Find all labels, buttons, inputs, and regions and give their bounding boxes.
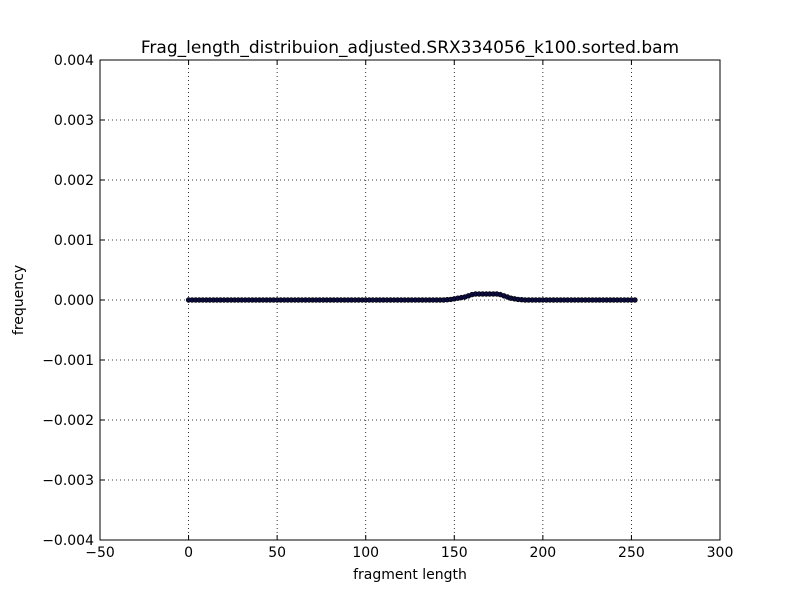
x-tick-label: 300 [707,545,734,561]
y-axis-label: frequency [11,265,27,335]
y-tick-label: 0.004 [54,53,94,69]
x-tick-label: 50 [268,545,286,561]
axis-ticks [99,59,721,541]
chart-title: Frag_length_distribuion_adjusted.SRX3340… [141,38,679,58]
y-tick-label: 0.002 [54,173,94,189]
y-tick-label: −0.002 [42,413,94,429]
x-tick-labels: −50 0 50 100 150 200 250 300 [85,545,733,561]
y-tick-label: 0.001 [54,233,94,249]
x-tick-label: −50 [85,545,115,561]
x-tick-label: 200 [529,545,556,561]
y-tick-label: −0.003 [42,473,94,489]
x-tick-label: 250 [618,545,645,561]
x-axis-label: fragment length [353,567,467,583]
x-tick-label: 150 [441,545,468,561]
y-tick-labels: −0.004 −0.003 −0.002 −0.001 0.000 0.001 0.002 0… [42,53,94,549]
y-tick-label: −0.001 [42,353,94,369]
x-tick-label: 0 [184,545,193,561]
x-tick-label: 100 [352,545,379,561]
y-tick-label: 0.000 [54,293,94,309]
y-tick-label: 0.003 [54,113,94,129]
y-tick-label: −0.004 [42,533,94,549]
data-point [632,297,638,303]
data-series [185,291,638,303]
